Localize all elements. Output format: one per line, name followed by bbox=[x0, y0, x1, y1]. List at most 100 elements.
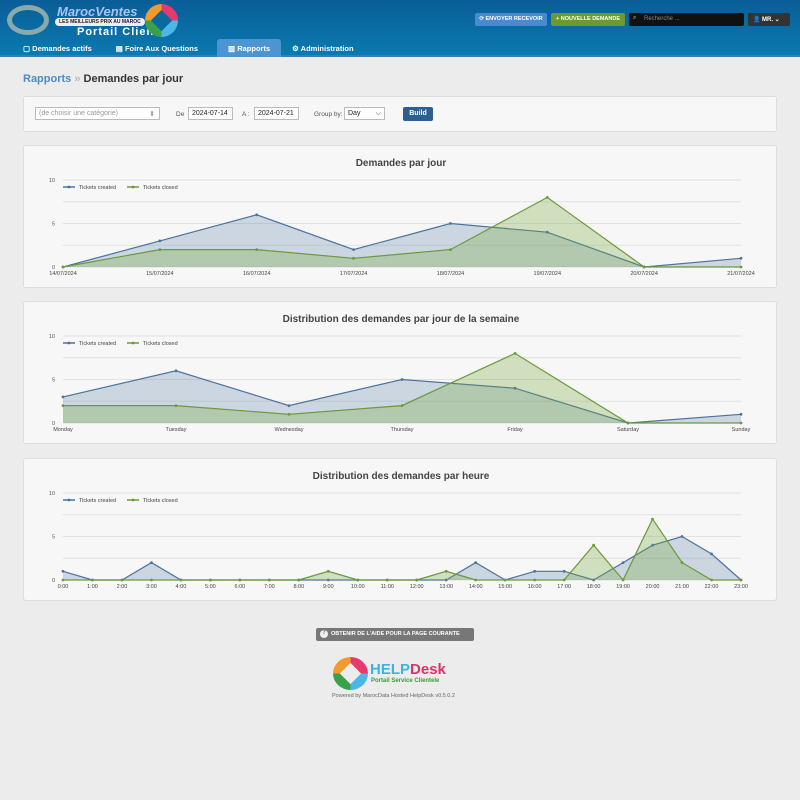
x-tick-label: 20:00 bbox=[646, 584, 660, 590]
search-icon: ⌕ bbox=[633, 15, 637, 21]
data-point bbox=[326, 569, 330, 573]
x-tick-label: 16/07/2024 bbox=[243, 271, 271, 277]
data-point bbox=[174, 369, 178, 373]
data-point bbox=[474, 561, 478, 564]
data-point bbox=[238, 578, 242, 582]
x-tick-label: Saturday bbox=[617, 427, 639, 433]
select-arrows-icon: ⬍ bbox=[149, 111, 155, 118]
x-tick-label: 14/07/2024 bbox=[49, 271, 77, 277]
x-tick-label: 18:00 bbox=[587, 584, 601, 590]
data-point bbox=[513, 386, 517, 390]
top-header: MarocVentes LES MEILLEURS PRIX AU MAROC … bbox=[0, 0, 800, 57]
data-point bbox=[385, 578, 389, 582]
send-receive-button[interactable]: ⟳ ENVOYER RECEVOIR bbox=[475, 13, 547, 26]
x-tick-label: 13:00 bbox=[439, 584, 453, 590]
tab-demandes-actifs[interactable]: ▢ Demandes actifs bbox=[23, 44, 92, 53]
series-area-0 bbox=[63, 214, 741, 267]
y-tick-label: 0 bbox=[52, 578, 55, 584]
y-tick-label: 0 bbox=[52, 421, 55, 427]
data-point bbox=[449, 222, 452, 225]
x-tick-label: 11:00 bbox=[381, 584, 394, 590]
data-point bbox=[642, 265, 646, 269]
y-tick-label: 0 bbox=[52, 265, 55, 271]
series-line-1 bbox=[63, 517, 741, 582]
x-tick-label: 0:00 bbox=[58, 584, 69, 590]
group-by-select[interactable]: Day ⌵ bbox=[344, 107, 385, 120]
chart-hour-distribution: Distribution des demandes par heure 0 5 10 0… bbox=[49, 471, 748, 590]
data-point bbox=[680, 535, 684, 538]
x-tick-label: Friday bbox=[507, 427, 523, 433]
data-point bbox=[297, 578, 301, 582]
to-date-input[interactable]: 2024-07-21 bbox=[254, 107, 299, 120]
help-button[interactable]: ? OBTENIR DE L'AIDE POUR LA PAGE COURANTE bbox=[316, 628, 474, 641]
data-point bbox=[739, 256, 743, 260]
x-tick-label: 16:00 bbox=[528, 584, 542, 590]
x-tick-label: 23:00 bbox=[734, 584, 748, 590]
helpdesk-logo-icon bbox=[333, 657, 368, 690]
data-point bbox=[255, 213, 259, 217]
data-point bbox=[621, 561, 625, 564]
x-tick-label: 21/07/2024 bbox=[727, 271, 755, 277]
search-input[interactable]: ⌕ Recherche ... bbox=[629, 13, 744, 26]
data-point bbox=[400, 404, 404, 407]
data-point bbox=[400, 378, 404, 381]
data-point bbox=[352, 256, 355, 260]
category-select[interactable]: (de choisir une catégorie) ⬍ bbox=[35, 107, 160, 120]
x-tick-label: 9:00 bbox=[323, 584, 334, 590]
series-area-1 bbox=[63, 197, 741, 267]
x-tick-label: 12:00 bbox=[410, 584, 424, 590]
tab-rapports[interactable]: ▥ Rapports bbox=[217, 39, 282, 57]
portal-name: Portail Clients bbox=[77, 26, 166, 38]
data-point bbox=[150, 578, 153, 582]
new-request-button[interactable]: + NOUVELLE DEMANDE bbox=[551, 13, 625, 26]
chart-title: Distribution des demandes par jour de la… bbox=[283, 314, 520, 325]
data-point bbox=[150, 561, 153, 564]
data-point bbox=[474, 578, 478, 582]
data-point bbox=[626, 421, 630, 425]
page-title: Demandes par jour bbox=[83, 73, 184, 85]
data-point bbox=[120, 578, 124, 582]
build-button[interactable]: Build bbox=[403, 107, 433, 121]
legend-marker bbox=[67, 341, 71, 345]
data-point bbox=[174, 404, 178, 407]
main-nav: ▢ Demandes actifs ▤ Foire Aux Questions … bbox=[0, 39, 365, 57]
legend-label: Tickets created bbox=[79, 498, 116, 504]
series-area-0 bbox=[63, 536, 741, 580]
logo[interactable]: MarocVentes LES MEILLEURS PRIX AU MAROC … bbox=[5, 2, 178, 38]
chart-card-weekday: Distribution des demandes par jour de la… bbox=[23, 301, 777, 444]
breadcrumb-rapports[interactable]: Rapports bbox=[23, 73, 72, 85]
chart-demandes-par-jour: Demandes par jour 0 5 10 14/07/2024 15/07/202… bbox=[49, 158, 755, 277]
data-point bbox=[710, 552, 713, 556]
legend-marker bbox=[131, 185, 135, 189]
x-tick-label: Tuesday bbox=[166, 427, 187, 433]
x-tick-label: 4:00 bbox=[176, 584, 187, 590]
data-point bbox=[449, 248, 452, 251]
brand-ring-icon bbox=[145, 4, 178, 37]
helpdesk-logo-text: HELPDesk bbox=[370, 661, 446, 678]
user-menu[interactable]: 👤 MR. ⌄ bbox=[748, 13, 790, 26]
x-tick-label: 19:00 bbox=[616, 584, 630, 590]
tab-faq[interactable]: ▤ Foire Aux Questions bbox=[115, 44, 199, 53]
group-by-label: Group by: bbox=[314, 111, 343, 118]
series-area-1 bbox=[63, 353, 741, 423]
x-tick-label: 8:00 bbox=[293, 584, 304, 590]
data-point bbox=[592, 578, 596, 582]
data-point bbox=[710, 578, 713, 582]
series-line-1 bbox=[62, 196, 741, 268]
from-date-input[interactable]: 2024-07-14 bbox=[188, 107, 233, 120]
x-tick-label: 19/07/2024 bbox=[534, 271, 562, 277]
y-tick-label: 5 bbox=[52, 535, 55, 541]
data-point bbox=[444, 569, 448, 573]
data-point bbox=[739, 412, 743, 416]
series-line-0 bbox=[62, 214, 742, 268]
tab-administration[interactable]: ⚙ Administration bbox=[292, 44, 354, 53]
y-tick-label: 5 bbox=[52, 378, 55, 384]
help-icon: ? bbox=[320, 630, 328, 638]
breadcrumb: Rapports » Demandes par jour bbox=[23, 73, 183, 85]
powered-by: Powered by MarocData Hosted HelpDesk v0.… bbox=[332, 693, 455, 699]
brand-name: MarocVentes bbox=[57, 4, 138, 19]
data-point bbox=[533, 578, 537, 582]
data-point bbox=[739, 265, 743, 269]
chart-card-hour: Distribution des demandes par heure 0 5 10 0… bbox=[23, 458, 777, 601]
data-point bbox=[208, 578, 212, 582]
